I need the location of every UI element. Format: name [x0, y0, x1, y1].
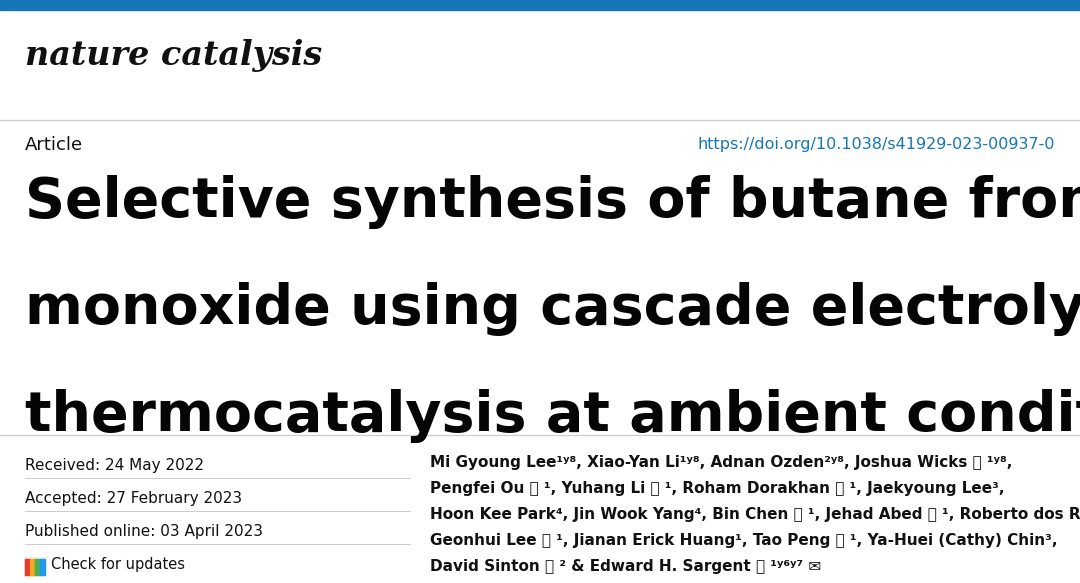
Text: David Sinton ⓘ ² & Edward H. Sargent ⓘ ¹ʸ⁶ʸ⁷ ✉: David Sinton ⓘ ² & Edward H. Sargent ⓘ ¹…	[430, 559, 821, 574]
Bar	[25, 559, 30, 575]
Bar	[40, 559, 45, 575]
Text: thermocatalysis at ambient conditions: thermocatalysis at ambient conditions	[25, 389, 1080, 443]
Text: Published online: 03 April 2023: Published online: 03 April 2023	[25, 524, 264, 539]
Text: Check for updates: Check for updates	[51, 557, 185, 573]
Bar	[0, 0, 1080, 10]
Text: Geonhui Lee ⓘ ¹, Jianan Erick Huang¹, Tao Peng ⓘ ¹, Ya-Huei (Cathy) Chin³,: Geonhui Lee ⓘ ¹, Jianan Erick Huang¹, Ta…	[430, 533, 1057, 548]
Text: Article: Article	[25, 136, 83, 154]
Text: Accepted: 27 February 2023: Accepted: 27 February 2023	[25, 491, 242, 506]
FancyBboxPatch shape	[24, 557, 46, 577]
Text: Received: 24 May 2022: Received: 24 May 2022	[25, 458, 204, 473]
Text: nature catalysis: nature catalysis	[25, 38, 322, 72]
Text: Hoon Kee Park⁴, Jin Wook Yang⁴, Bin Chen ⓘ ¹, Jehad Abed ⓘ ¹, Roberto dos Reis⁵,: Hoon Kee Park⁴, Jin Wook Yang⁴, Bin Chen…	[430, 507, 1080, 522]
Bar	[35, 559, 40, 575]
Text: monoxide using cascade electrolysis and: monoxide using cascade electrolysis and	[25, 282, 1080, 336]
Text: https://doi.org/10.1038/s41929-023-00937-0: https://doi.org/10.1038/s41929-023-00937…	[698, 138, 1055, 153]
Text: Pengfei Ou ⓘ ¹, Yuhang Li ⓘ ¹, Roham Dorakhan ⓘ ¹, Jaekyoung Lee³,: Pengfei Ou ⓘ ¹, Yuhang Li ⓘ ¹, Roham Dor…	[430, 481, 1004, 496]
Text: Selective synthesis of butane from carbon: Selective synthesis of butane from carbo…	[25, 175, 1080, 229]
Bar	[30, 559, 35, 575]
Text: Mi Gyoung Lee¹ʸ⁸, Xiao-Yan Li¹ʸ⁸, Adnan Ozden²ʸ⁸, Joshua Wicks ⓘ ¹ʸ⁸,: Mi Gyoung Lee¹ʸ⁸, Xiao-Yan Li¹ʸ⁸, Adnan …	[430, 455, 1012, 470]
